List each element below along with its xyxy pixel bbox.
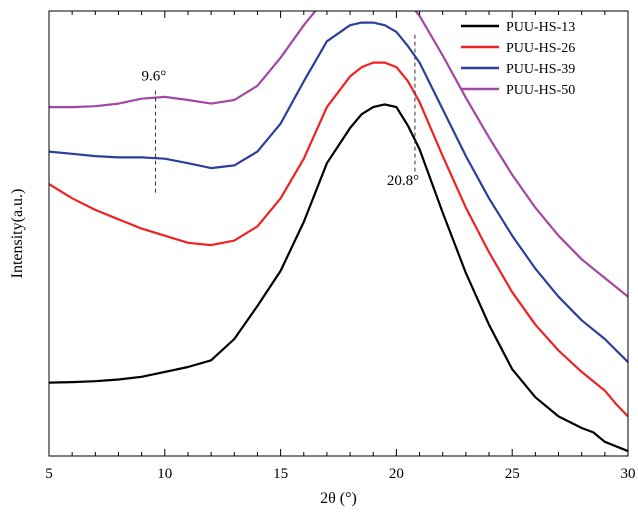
- annotation-label: 20.8°: [387, 173, 419, 189]
- x-tick-label: 20: [389, 466, 404, 482]
- legend: PUU-HS-13 PUU-HS-26 PUU-HS-39 PUU-HS-50: [461, 20, 575, 98]
- x-tick-label: 5: [45, 466, 53, 482]
- series-line-puu-hs-50: [49, 11, 628, 298]
- series-line-puu-hs-13: [49, 103, 628, 453]
- x-axis-ticks: 5 10 15 20 25 30: [45, 11, 636, 482]
- plot-frame: [48, 10, 629, 457]
- series-line-puu-hs-39: [49, 21, 628, 364]
- x-tick-label: 15: [273, 466, 288, 482]
- series-line-puu-hs-26: [49, 61, 628, 418]
- legend-label: PUU-HS-39: [506, 62, 575, 77]
- series-lines: [49, 11, 628, 453]
- x-axis-label: 2θ (°): [320, 490, 357, 507]
- annotations: 9.6° 20.8°: [142, 34, 419, 194]
- x-tick-label: 30: [621, 466, 636, 482]
- legend-label: PUU-HS-50: [506, 83, 575, 98]
- x-tick-label: 10: [157, 466, 172, 482]
- annotation-label: 9.6°: [142, 69, 167, 85]
- legend-label: PUU-HS-26: [506, 41, 575, 56]
- legend-label: PUU-HS-13: [506, 20, 575, 35]
- y-axis-label: Intensity(a.u.): [9, 189, 26, 279]
- x-tick-label: 25: [505, 466, 520, 482]
